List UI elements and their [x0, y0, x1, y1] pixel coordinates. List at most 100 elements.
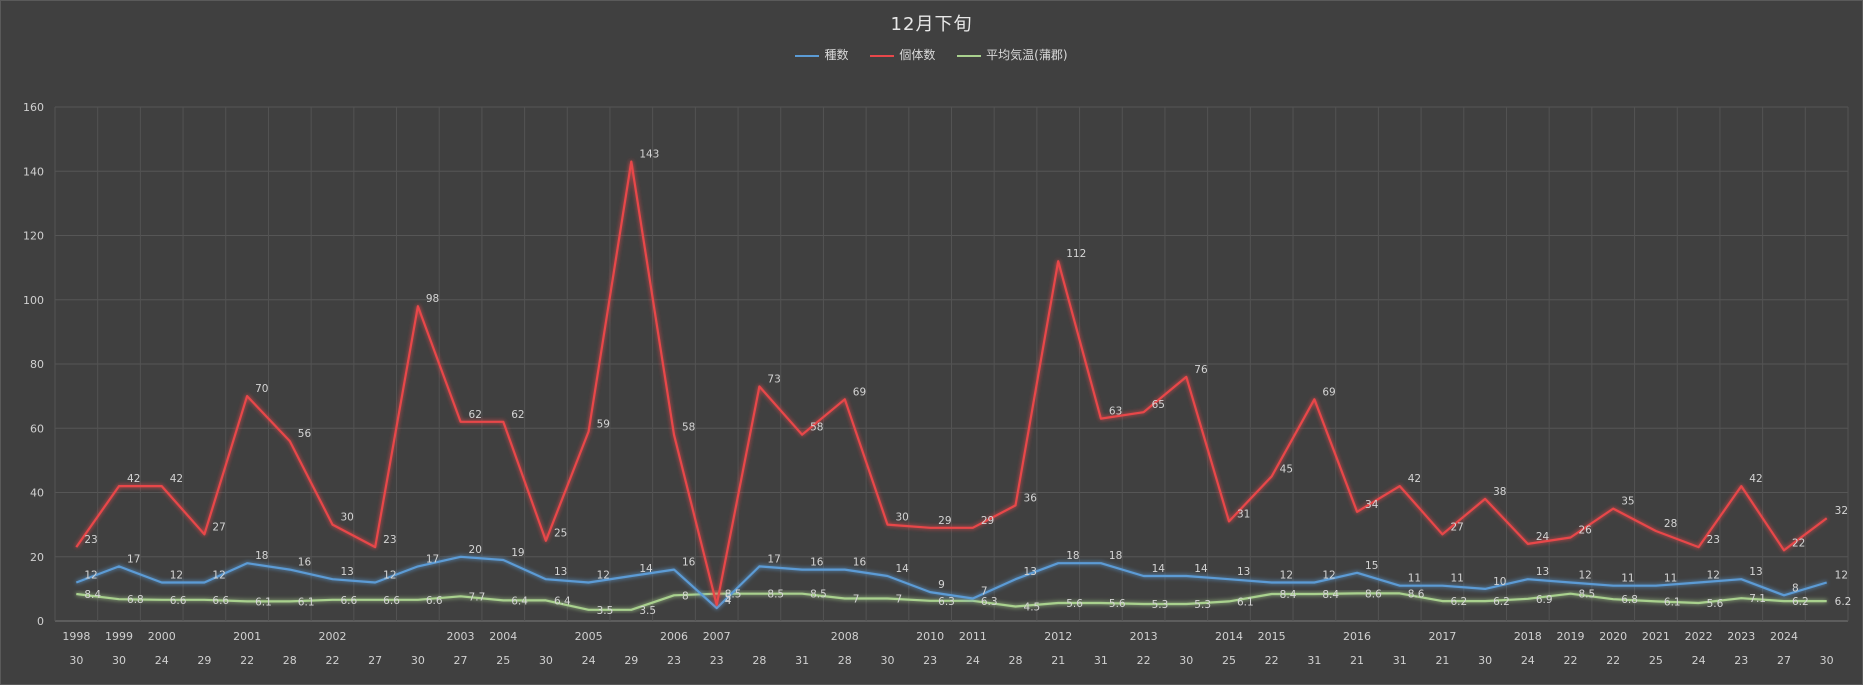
data-label-1: 29	[981, 515, 994, 527]
legend: 種数 個体数 平均気温(蒲郡)	[0, 46, 1863, 63]
x-tick-day-label: 23	[923, 654, 937, 667]
x-tick-year-label: 2005	[575, 630, 603, 643]
data-label-0: 12	[1322, 569, 1335, 581]
data-label-2: 6.1	[1664, 596, 1681, 608]
x-tick-day-label: 27	[454, 654, 468, 667]
data-label-0: 11	[1664, 573, 1677, 585]
data-label-0: 12	[170, 569, 183, 581]
x-tick-day-label: 30	[411, 654, 425, 667]
data-label-1: 58	[810, 422, 823, 434]
data-label-0: 16	[853, 557, 867, 569]
x-tick-day-label: 30	[880, 654, 894, 667]
x-tick-year-label: 2006	[660, 630, 688, 643]
data-label-2: 4.5	[1024, 602, 1041, 614]
data-label-0: 17	[127, 553, 140, 565]
data-label-0: 9	[938, 579, 945, 591]
x-tick-day-label: 21	[1350, 654, 1364, 667]
x-tick-year-label: 2004	[489, 630, 517, 643]
data-label-1: 56	[298, 428, 312, 440]
x-tick-day-label: 29	[197, 654, 211, 667]
x-tick-day-label: 22	[325, 654, 339, 667]
data-label-1: 25	[554, 528, 567, 540]
data-label-2: 6.6	[426, 595, 443, 607]
data-label-1: 73	[767, 373, 780, 385]
x-tick-day-label: 21	[1051, 654, 1065, 667]
data-label-1: 38	[1493, 486, 1506, 498]
data-label-2: 8	[682, 590, 689, 602]
data-label-2: 5.6	[1707, 598, 1724, 610]
x-tick-day-label: 30	[112, 654, 126, 667]
x-tick-day-label: 30	[1478, 654, 1492, 667]
chart-title: 12月下旬	[890, 14, 973, 35]
data-label-0: 18	[1066, 550, 1079, 562]
data-label-1: 32	[1835, 505, 1848, 517]
x-tick-day-label: 22	[1606, 654, 1620, 667]
data-label-2: 8.6	[1365, 588, 1382, 600]
data-label-2: 6.2	[1792, 596, 1809, 608]
data-label-0: 12	[1579, 569, 1592, 581]
data-label-1: 59	[597, 418, 610, 430]
x-tick-year-label: 2020	[1599, 630, 1627, 643]
data-label-1: 31	[1237, 508, 1250, 520]
data-label-2: 6.2	[1450, 596, 1467, 608]
data-label-1: 45	[1280, 463, 1293, 475]
x-tick-year-label: 2022	[1685, 630, 1713, 643]
data-label-2: 6.6	[340, 595, 357, 607]
series-lines	[75, 160, 1828, 611]
data-label-1: 65	[1152, 399, 1165, 411]
data-label-2: 7	[895, 594, 902, 606]
data-label-1: 22	[1792, 537, 1805, 549]
data-label-0: 11	[1450, 573, 1463, 585]
x-tick-day-label: 24	[155, 654, 169, 667]
data-label-2: 6.1	[255, 596, 272, 608]
x-tick-year-label: 2023	[1727, 630, 1755, 643]
data-label-0: 14	[639, 563, 653, 575]
data-label-0: 16	[682, 557, 696, 569]
x-tick-day-label: 23	[710, 654, 724, 667]
data-label-2: 6.2	[1493, 596, 1510, 608]
data-label-2: 8.4	[1280, 589, 1297, 601]
x-tick-year-label: 2015	[1258, 630, 1286, 643]
x-tick-year-label: 2008	[831, 630, 859, 643]
data-label-0: 18	[1109, 550, 1122, 562]
x-tick-year-label: 2000	[148, 630, 176, 643]
x-tick-year-label: 2014	[1215, 630, 1243, 643]
x-tick-day-label: 25	[1649, 654, 1663, 667]
x-tick-day-label: 30	[1179, 654, 1193, 667]
data-label-1: 34	[1365, 499, 1379, 511]
data-label-0: 13	[340, 566, 353, 578]
data-label-1: 62	[469, 409, 482, 421]
x-tick-day-label: 27	[368, 654, 382, 667]
x-tick-day-label: 30	[69, 654, 83, 667]
y-tick-label: 0	[37, 615, 44, 628]
x-tick-day-label: 22	[1564, 654, 1578, 667]
data-label-1: 29	[938, 515, 951, 527]
data-label-1: 30	[340, 512, 353, 524]
x-tick-day-label: 23	[667, 654, 681, 667]
x-tick-day-label: 25	[1222, 654, 1236, 667]
data-label-2: 8.5	[725, 589, 742, 601]
data-label-2: 6.9	[1536, 594, 1553, 606]
data-label-1: 63	[1109, 406, 1122, 418]
y-tick-label: 80	[30, 358, 44, 371]
data-label-0: 12	[597, 569, 610, 581]
data-label-2: 6.6	[383, 595, 400, 607]
x-tick-year-label: 2007	[703, 630, 731, 643]
x-tick-day-label: 25	[496, 654, 510, 667]
data-labels: 12 17 12 12 18 16 13 12 17 20 19 13 12 14 16 4 17 16 16 14 9…	[84, 149, 1851, 617]
data-label-2: 3.5	[597, 605, 614, 617]
data-label-2: 8.5	[767, 589, 784, 601]
data-label-2: 6.3	[938, 596, 955, 608]
data-label-0: 18	[255, 550, 268, 562]
x-tick-day-label: 24	[582, 654, 596, 667]
data-label-0: 20	[469, 544, 482, 556]
data-label-2: 6.6	[212, 595, 229, 607]
y-tick-label: 20	[30, 551, 44, 564]
data-label-0: 13	[554, 566, 567, 578]
data-label-0: 12	[84, 569, 97, 581]
data-label-2: 5.6	[1066, 598, 1083, 610]
x-tick-year-label: 2021	[1642, 630, 1670, 643]
data-label-1: 24	[1536, 531, 1550, 543]
data-label-2: 5.3	[1194, 599, 1211, 611]
y-tick-label: 60	[30, 422, 44, 435]
